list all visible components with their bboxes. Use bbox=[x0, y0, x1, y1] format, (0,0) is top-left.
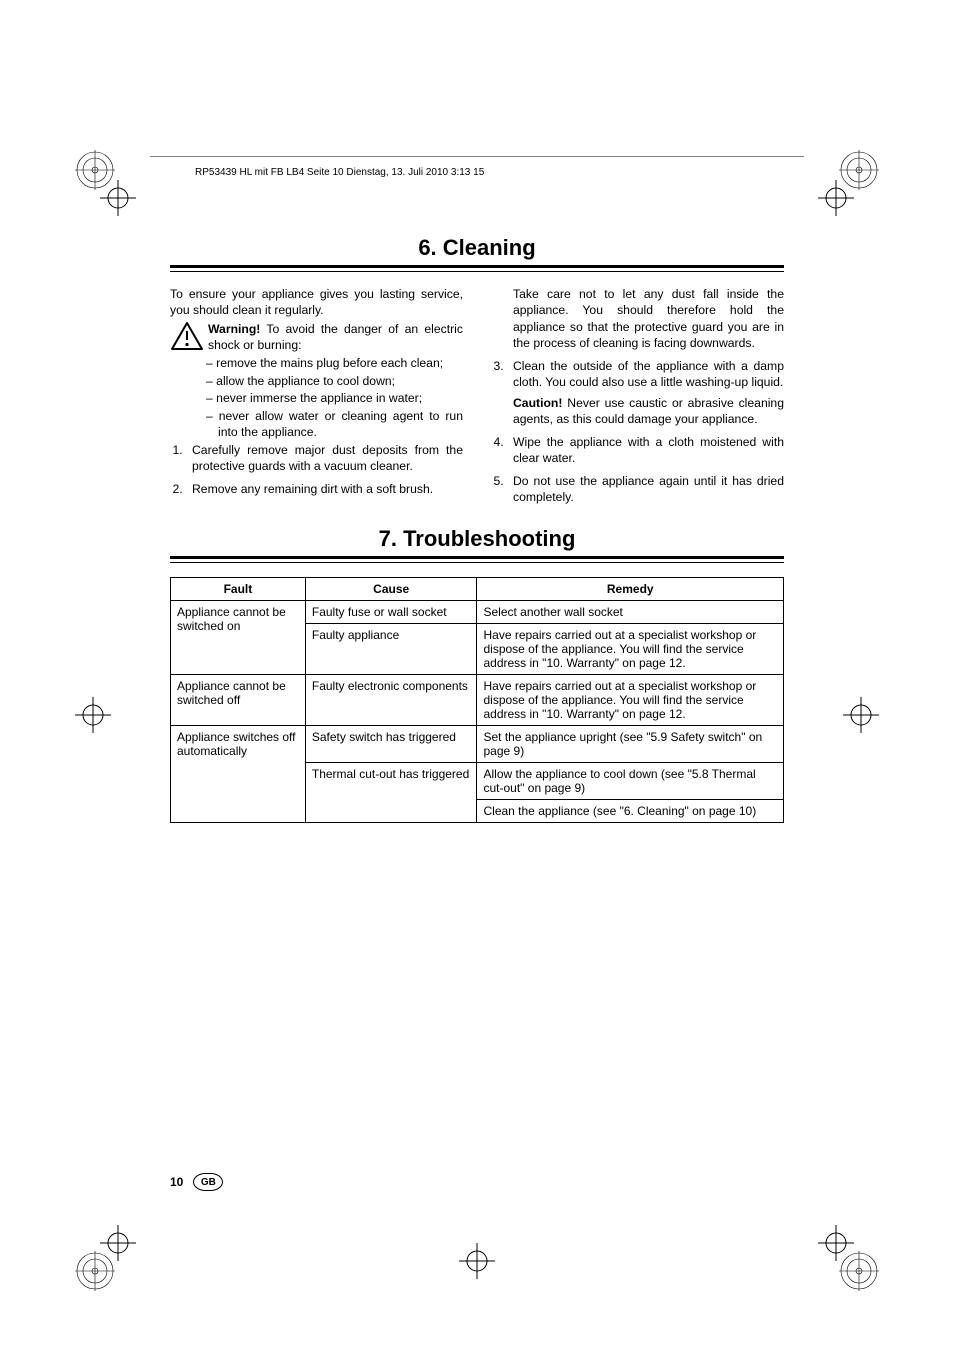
warning-triangle-icon bbox=[170, 321, 204, 355]
cell-cause: Faulty appliance bbox=[305, 624, 477, 675]
section-title-cleaning: 6. Cleaning bbox=[170, 235, 784, 261]
section-rule-thin bbox=[170, 562, 784, 563]
step-2-text: Remove any remaining dirt with a soft br… bbox=[192, 482, 433, 496]
cropmark-icon bbox=[100, 180, 136, 216]
warning-item: never allow water or cleaning agent to r… bbox=[206, 408, 463, 441]
section-rule-thin bbox=[170, 271, 784, 272]
cell-fault: Appliance cannot be switched off bbox=[171, 675, 306, 726]
cropmark-icon bbox=[100, 1225, 136, 1261]
section-rule bbox=[170, 265, 784, 268]
section-title-troubleshooting: 7. Troubleshooting bbox=[170, 526, 784, 552]
table-row: Appliance switches off automatically Saf… bbox=[171, 726, 784, 763]
running-head: RP53439 HL mit FB LB4 Seite 10 Dienstag,… bbox=[195, 167, 484, 178]
cell-remedy: Have repairs carried out at a specialist… bbox=[477, 624, 784, 675]
cleaning-intro: To ensure your appliance gives you lasti… bbox=[170, 286, 463, 319]
cell-cause: Faulty fuse or wall socket bbox=[305, 601, 477, 624]
caution-block: Caution! Never use caustic or abrasive c… bbox=[513, 395, 784, 428]
step-3-text: Clean the outside of the appliance with … bbox=[513, 359, 784, 389]
cropmark-icon bbox=[818, 180, 854, 216]
step-3: Clean the outside of the appliance with … bbox=[507, 358, 784, 428]
warning-item: allow the appliance to cool down; bbox=[206, 373, 463, 389]
page-number: 10 bbox=[170, 1175, 183, 1189]
content-area: 6. Cleaning To ensure your appliance giv… bbox=[170, 235, 784, 823]
cropmark-icon bbox=[459, 1243, 495, 1279]
warning-label: Warning! bbox=[208, 322, 260, 336]
step-1: Carefully remove major dust deposits fro… bbox=[186, 442, 463, 475]
cell-cause: Thermal cut-out has triggered bbox=[305, 763, 477, 823]
caution-label: Caution! bbox=[513, 396, 562, 410]
warning-block: Warning! To avoid the danger of an elect… bbox=[170, 321, 463, 355]
cell-cause: Safety switch has triggered bbox=[305, 726, 477, 763]
table-header-row: Fault Cause Remedy bbox=[171, 578, 784, 601]
cropmark-icon bbox=[843, 697, 879, 733]
top-hairline bbox=[150, 156, 804, 157]
cell-remedy: Select another wall socket bbox=[477, 601, 784, 624]
cropmark-icon bbox=[818, 1225, 854, 1261]
cell-remedy: Set the appliance upright (see "5.9 Safe… bbox=[477, 726, 784, 763]
cell-remedy: Clean the appliance (see "6. Cleaning" o… bbox=[477, 800, 784, 823]
warning-item: remove the mains plug before each clean; bbox=[206, 355, 463, 371]
col-fault: Fault bbox=[171, 578, 306, 601]
language-badge: GB bbox=[193, 1173, 223, 1191]
table-row: Appliance cannot be switched on Faulty f… bbox=[171, 601, 784, 624]
troubleshooting-table: Fault Cause Remedy Appliance cannot be s… bbox=[170, 577, 784, 823]
section-gap bbox=[170, 506, 784, 526]
cell-fault: Appliance switches off automatically bbox=[171, 726, 306, 823]
cell-remedy: Have repairs carried out at a specialist… bbox=[477, 675, 784, 726]
cell-remedy: Allow the appliance to cool down (see "5… bbox=[477, 763, 784, 800]
cropmark-icon bbox=[75, 697, 111, 733]
step-4: Wipe the appliance with a cloth moistene… bbox=[507, 434, 784, 467]
step-2-continuation: Take care not to let any dust fall insid… bbox=[513, 286, 784, 352]
table-row: Appliance cannot be switched off Faulty … bbox=[171, 675, 784, 726]
cell-cause: Faulty electronic components bbox=[305, 675, 477, 726]
page-footer: 10 GB bbox=[170, 1173, 223, 1191]
warning-list: remove the mains plug before each clean;… bbox=[170, 355, 463, 440]
cell-fault: Appliance cannot be switched on bbox=[171, 601, 306, 675]
warning-item: never immerse the appliance in water; bbox=[206, 390, 463, 406]
col-remedy: Remedy bbox=[477, 578, 784, 601]
col-cause: Cause bbox=[305, 578, 477, 601]
section-rule bbox=[170, 556, 784, 559]
step-5: Do not use the appliance again until it … bbox=[507, 473, 784, 506]
warning-text: Warning! To avoid the danger of an elect… bbox=[208, 321, 463, 354]
manual-page: RP53439 HL mit FB LB4 Seite 10 Dienstag,… bbox=[0, 0, 954, 1351]
cleaning-body: To ensure your appliance gives you lasti… bbox=[170, 286, 784, 506]
